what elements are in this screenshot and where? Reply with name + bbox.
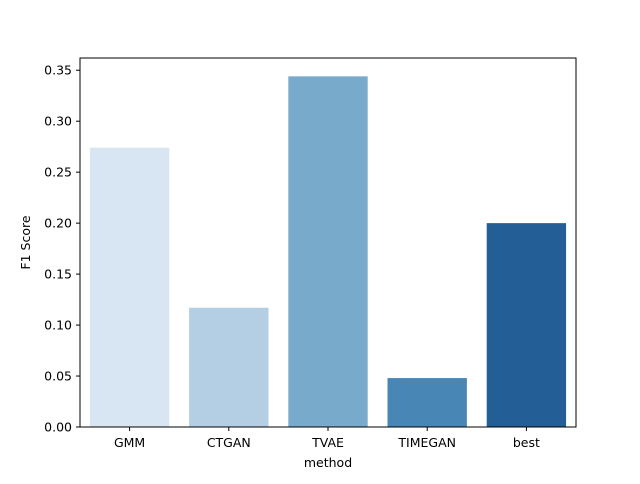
x-axis-ticks: GMM CTGAN TVAE TIMEGAN best [114, 427, 540, 450]
y-tick-label: 0.30 [44, 114, 72, 129]
x-tick-label: GMM [114, 435, 145, 450]
plot-frame [79, 57, 577, 428]
y-axis-title: F1 Score [18, 215, 33, 269]
y-tick-label: 0.20 [44, 216, 72, 231]
y-tick-label: 0.05 [44, 369, 72, 384]
y-tick-label: 0.00 [44, 420, 72, 435]
x-axis-title: method [304, 455, 352, 470]
y-tick-label: 0.10 [44, 318, 72, 333]
x-tick-label: TIMEGAN [397, 435, 456, 450]
x-tick-label: best [513, 435, 540, 450]
x-tick-label: TVAE [311, 435, 344, 450]
x-tick-label: CTGAN [207, 435, 251, 450]
bar-tvae [288, 76, 368, 427]
bar-gmm [89, 147, 170, 427]
y-tick-label: 0.25 [44, 165, 72, 180]
bar-ctgan [189, 307, 269, 427]
bar-best [486, 223, 567, 427]
y-tick-label: 0.15 [44, 267, 72, 282]
y-tick-label: 0.35 [44, 63, 72, 78]
y-axis-ticks: 0.00 0.05 0.10 0.15 0.20 0.25 0.30 0.35 [44, 63, 80, 435]
bars-layer [89, 76, 567, 427]
bar-timegan [387, 378, 467, 427]
